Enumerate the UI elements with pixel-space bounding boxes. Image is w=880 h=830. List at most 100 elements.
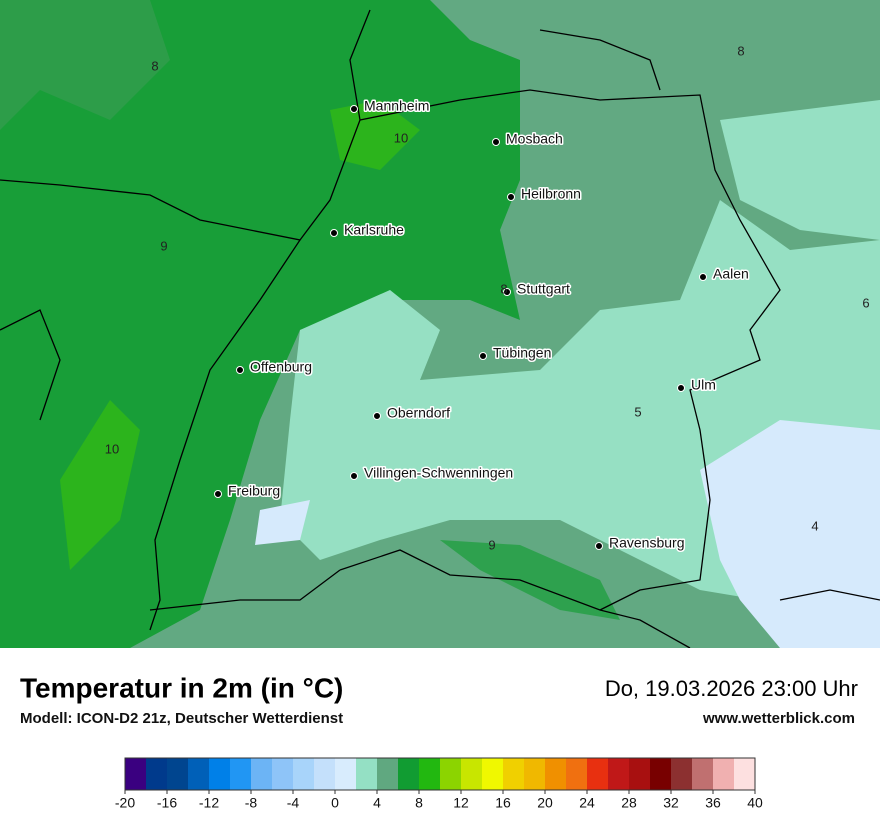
legend-tick-label: 32: [663, 795, 679, 811]
legend-tick-label: -16: [157, 795, 177, 811]
isotherm-label: 10: [394, 130, 408, 145]
color-legend: -20 -16 -12 -8 -4 0 4 8 12 16 20 24 28 32 36 40: [115, 757, 763, 811]
legend-swatch: [461, 758, 483, 790]
legend-tick-label: 20: [537, 795, 553, 811]
city-label: Ravensburg: [609, 535, 685, 551]
city-dot: [595, 542, 603, 550]
city-dot: [330, 229, 338, 237]
legend-swatch: [671, 758, 693, 790]
legend-tick-label: -4: [287, 795, 300, 811]
city-dot: [236, 366, 244, 374]
city-label: Ulm: [691, 377, 716, 393]
legend-swatch: [314, 758, 336, 790]
warm-region: [0, 0, 520, 648]
warmest-patch: [60, 400, 140, 570]
warmest-patch: [330, 100, 420, 170]
isotherm-label: 9: [488, 537, 495, 552]
legend-tick-label: 36: [705, 795, 721, 811]
city-dot: [507, 193, 515, 201]
legend-swatch: [209, 758, 231, 790]
legend-tick-label: 28: [621, 795, 637, 811]
legend-swatch: [629, 758, 651, 790]
city-dot: [699, 273, 707, 281]
legend-swatch: [398, 758, 420, 790]
legend-tick-label: 12: [453, 795, 469, 811]
city-dot: [373, 412, 381, 420]
legend-tick-label: 16: [495, 795, 511, 811]
title: Temperatur in 2m (in °C): [20, 672, 343, 703]
legend-swatch: [419, 758, 441, 790]
city-label: Karlsruhe: [344, 222, 404, 238]
legend-swatch: [251, 758, 273, 790]
isotherm-label: 8: [500, 281, 507, 296]
isotherm-label: 4: [811, 518, 818, 533]
city-label: Villingen-Schwenningen: [364, 465, 513, 481]
city-dot: [350, 472, 358, 480]
legend-tick-label: 4: [373, 795, 381, 811]
isotherm-label: 6: [862, 295, 869, 310]
city-label: Stuttgart: [517, 281, 570, 297]
city-label: Mosbach: [506, 131, 563, 147]
website: www.wetterblick.com: [702, 710, 855, 727]
isotherm-label: 10: [105, 441, 119, 456]
isotherm-label: 9: [160, 238, 167, 253]
city-label: Freiburg: [228, 483, 280, 499]
legend-tick-label: 0: [331, 795, 339, 811]
legend-swatch: [272, 758, 294, 790]
legend-tick-label: 40: [747, 795, 763, 811]
legend-swatch: [188, 758, 210, 790]
borders: [0, 9, 880, 649]
legend-swatch: [440, 758, 462, 790]
legend-swatch: [377, 758, 399, 790]
legend-swatch: [692, 758, 714, 790]
city-dot: [677, 384, 685, 392]
legend-swatch: [545, 758, 567, 790]
legend-swatch: [293, 758, 315, 790]
legend-tick-label: 24: [579, 795, 595, 811]
legend-swatch: [650, 758, 672, 790]
city-dot: [479, 352, 487, 360]
legend-swatch: [356, 758, 378, 790]
legend-swatch: [608, 758, 630, 790]
legend-tick-label: 8: [415, 795, 423, 811]
city-dot: [492, 138, 500, 146]
terrain-shade: [0, 0, 170, 130]
legend-swatch: [587, 758, 609, 790]
legend-swatch: [335, 758, 357, 790]
city-dot: [214, 490, 222, 498]
legend-swatch: [503, 758, 525, 790]
legend-swatch: [146, 758, 168, 790]
legend-swatch: [482, 758, 504, 790]
isotherm-label: 8: [737, 43, 744, 58]
city-dot: [503, 288, 511, 296]
city-label: Mannheim: [364, 98, 429, 114]
legend-tick-label: -20: [115, 795, 135, 811]
legend-frame: [124, 757, 756, 791]
legend-tick-label: -12: [199, 795, 219, 811]
legend-swatch: [713, 758, 735, 790]
isotherm-labels: 8 8 10 9 8 6 5 10 4 9: [105, 43, 870, 552]
city-label: Oberndorf: [387, 405, 450, 421]
isotherm-label: 5: [634, 404, 641, 419]
model-info: Modell: ICON-D2 21z, Deutscher Wetterdie…: [20, 710, 343, 727]
city-label: Aalen: [713, 266, 749, 282]
city-dot: [350, 105, 358, 113]
legend-swatch: [566, 758, 588, 790]
legend-swatch: [125, 758, 147, 790]
city-label: Heilbronn: [521, 186, 581, 202]
cities: Mannheim Mosbach Heilbronn Karlsruhe Stuttga…: [214, 96, 750, 552]
isotherm-label: 8: [151, 58, 158, 73]
legend-swatch: [167, 758, 189, 790]
city-label: Tübingen: [493, 345, 551, 361]
map: [0, 0, 880, 649]
cool-region: [720, 100, 880, 240]
city-label: Offenburg: [250, 359, 312, 375]
legend-swatch: [524, 758, 546, 790]
cold-region: [255, 500, 310, 545]
legend-swatch: [230, 758, 252, 790]
legend-tick-label: -8: [245, 795, 258, 811]
footer: [0, 648, 880, 830]
legend-swatch: [734, 758, 756, 790]
datetime: Do, 19.03.2026 23:00 Uhr: [605, 676, 858, 701]
